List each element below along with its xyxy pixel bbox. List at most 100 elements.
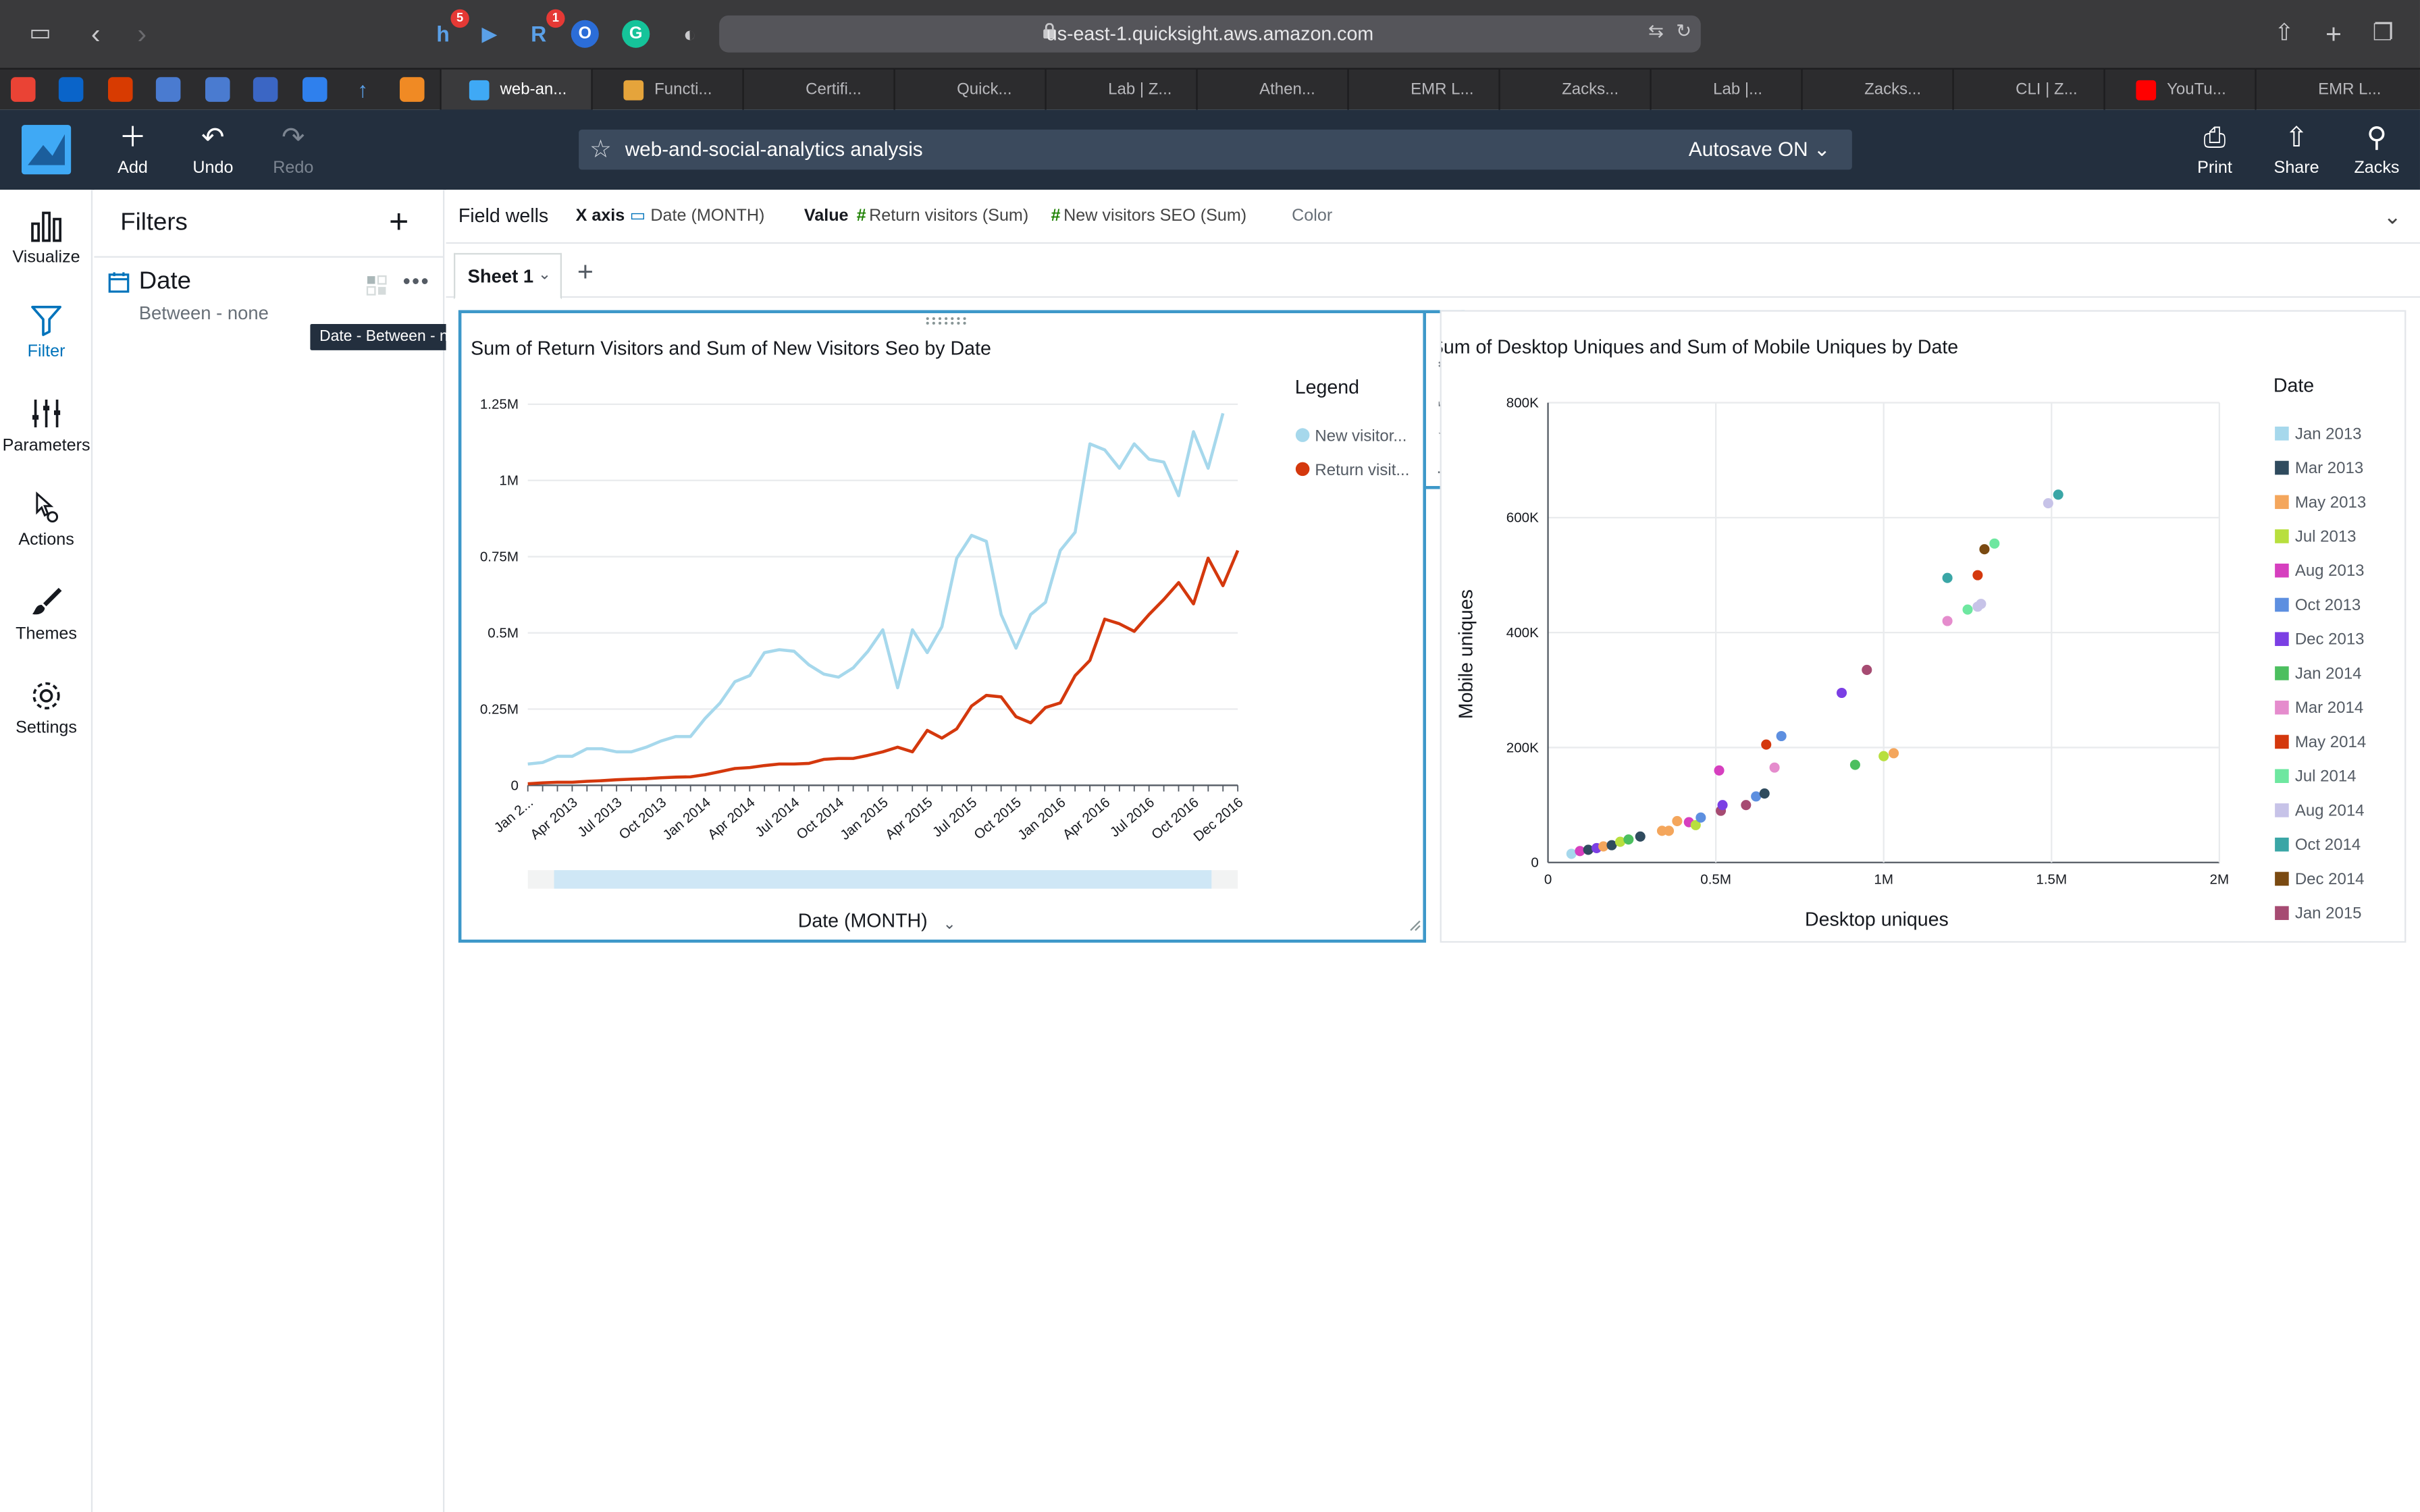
data-point (1714, 765, 1725, 776)
translate-icon[interactable]: ⇆ (1648, 20, 1664, 42)
print-button[interactable]: ⎙ Print (2176, 122, 2253, 184)
aws-pinned-tab-icon[interactable] (399, 77, 425, 102)
data-point (1583, 844, 1594, 855)
more-options-icon[interactable]: ••• (402, 268, 431, 294)
browser-tab[interactable]: Lab | Z... (1045, 69, 1196, 111)
x-tick-label: Jul 2016 (1107, 794, 1157, 840)
add-button[interactable]: ＋ Add (94, 122, 171, 184)
data-point (1976, 599, 1987, 610)
browser-tab[interactable]: EMR L... (2255, 69, 2420, 111)
reload-icon[interactable]: ↻ (1676, 20, 1692, 42)
scatter-chart-visual[interactable]: Sum of Desktop Uniques and Sum of Mobile… (1440, 310, 2406, 943)
legend-item-label: Jan 2014 (2295, 664, 2362, 682)
value-field-1[interactable]: # Return visitors (Sum) (857, 190, 1029, 244)
user-menu-button[interactable]: ⚲ Zacks (2338, 122, 2415, 184)
office-pinned-tab-icon[interactable] (107, 77, 133, 102)
star-icon[interactable]: ☆ (589, 137, 612, 164)
x-tick-label: 1.5M (2036, 872, 2067, 888)
bar-chart-icon (31, 211, 61, 242)
browser-tab[interactable]: Athen... (1196, 69, 1347, 111)
back-icon[interactable]: ‹ (90, 18, 101, 50)
new-tab-icon[interactable]: + (2325, 18, 2342, 50)
nav-settings-label: Settings (16, 719, 77, 738)
browser-tab[interactable]: web-an... (440, 69, 591, 111)
nav-settings[interactable]: Settings (0, 679, 93, 765)
calendar-icon (108, 272, 130, 293)
share-page-icon[interactable]: ⇧ (2274, 20, 2294, 47)
browser-tab[interactable]: CLI | Z... (1952, 69, 2103, 111)
app-pinned-tab-icon[interactable] (302, 77, 327, 102)
share-label: Share (2273, 159, 2319, 178)
nav-themes[interactable]: Themes (0, 585, 93, 671)
grammarly-extension-icon[interactable]: G (622, 20, 650, 48)
nav-actions[interactable]: Actions (0, 491, 93, 577)
tab-sheet-1[interactable]: Sheet 1 ⌄ (453, 252, 562, 300)
quicksight-logo-icon[interactable] (21, 125, 72, 175)
data-point (1942, 616, 1953, 626)
add-sheet-button[interactable]: + (577, 256, 594, 288)
calculator-pinned-tab-icon[interactable] (253, 77, 278, 102)
arrow-pinned-tab-icon[interactable]: ↑ (357, 77, 369, 102)
x-axis-field[interactable]: ▭ Date (MONTH) (630, 190, 765, 244)
tab-overview-icon[interactable]: ❐ (2372, 20, 2394, 47)
filter-date[interactable]: Date Between - none ••• (108, 269, 432, 337)
redo-button[interactable]: ↷ Redo (255, 122, 332, 184)
y-tick-label: 0.75M (480, 549, 519, 565)
browser-tab[interactable]: Functi... (591, 69, 742, 111)
drag-handle-icon[interactable] (924, 317, 968, 326)
field-wells-bar[interactable]: Field wells X axis ▭ Date (MONTH) Value … (446, 190, 2420, 244)
filter-toggle-icon[interactable] (366, 275, 388, 296)
series-line (527, 412, 1225, 766)
browser-tab[interactable]: Lab |... (1650, 69, 1801, 111)
undo-button[interactable]: ↶ Undo (174, 122, 251, 184)
line-chart-visual[interactable]: Sum of Return Visitors and Sum of New Vi… (458, 310, 1426, 943)
media-extension-icon[interactable]: ▶ (481, 23, 497, 45)
nav-filter[interactable]: Filter (0, 302, 93, 389)
redo-icon: ↷ (282, 122, 305, 153)
analysis-name-bar[interactable]: ☆ web-and-social-analytics analysis Auto… (579, 129, 1852, 170)
shield-extension-icon[interactable]: ◐ (683, 21, 697, 47)
value-key: Value (804, 207, 849, 225)
autosave-dropdown[interactable]: Autosave ON ⌄ (1689, 130, 1831, 169)
browser-tab[interactable]: Zacks... (1801, 69, 1952, 111)
browser-tab[interactable]: Zacks... (1498, 69, 1650, 111)
color-well[interactable]: Color (1292, 207, 1333, 225)
visual-title[interactable]: Sum of Desktop Uniques and Sum of Mobile… (1442, 336, 1958, 358)
chevron-down-icon[interactable]: ⌄ (2383, 203, 2402, 229)
nav-parameters[interactable]: Parameters (0, 396, 93, 483)
forward-icon[interactable]: › (137, 18, 147, 50)
x-tick-label: 1M (1874, 872, 1893, 888)
legend-swatch (2275, 734, 2289, 749)
legend-title: Legend (1295, 377, 1359, 398)
visual-title[interactable]: Sum of Return Visitors and Sum of New Vi… (471, 338, 991, 360)
browser-tab[interactable]: YouTu... (2103, 69, 2255, 111)
app-header: ＋ Add ↶ Undo ↷ Redo ☆ web-and-social-analyt… (0, 109, 2420, 190)
browser-tab[interactable]: EMR L... (1347, 69, 1498, 111)
add-filter-button[interactable]: + (388, 202, 409, 241)
outlook-pinned-tab-icon[interactable] (58, 77, 84, 102)
legend-swatch (1295, 428, 1310, 442)
translate-pinned-tab-icon[interactable] (155, 77, 181, 102)
address-bar[interactable]: us-east-1.quicksight.aws.amazon.com ⇆ ↻ (719, 15, 1701, 53)
sheet-tab-bar: Sheet 1 ⌄ + (446, 245, 2420, 300)
x-tick-label: Jul 2014 (752, 794, 802, 840)
url-text: us-east-1.quicksight.aws.amazon.com (1046, 23, 1374, 45)
nav-visualize[interactable]: Visualize (0, 209, 93, 295)
gmail-pinned-tab-icon[interactable] (10, 77, 36, 102)
tab-title: YouTu... (2167, 80, 2226, 99)
data-point (1836, 687, 1847, 699)
password-extension-icon[interactable]: O (571, 20, 599, 48)
value-field-2[interactable]: # New visitors SEO (Sum) (1051, 190, 1247, 244)
translate-pinned-tab-icon[interactable] (205, 77, 230, 102)
sidebar-toggle-icon[interactable]: ▭ (29, 20, 51, 47)
chevron-down-icon: ⌄ (943, 915, 956, 932)
browser-tab[interactable]: Quick... (893, 69, 1045, 111)
browser-tab[interactable]: Certifi... (742, 69, 893, 111)
analysis-name[interactable]: web-and-social-analytics analysis (625, 137, 923, 161)
data-point (1717, 800, 1728, 811)
chevron-down-icon[interactable]: ⌄ (537, 267, 551, 284)
share-button[interactable]: ⇧ Share (2258, 122, 2335, 184)
